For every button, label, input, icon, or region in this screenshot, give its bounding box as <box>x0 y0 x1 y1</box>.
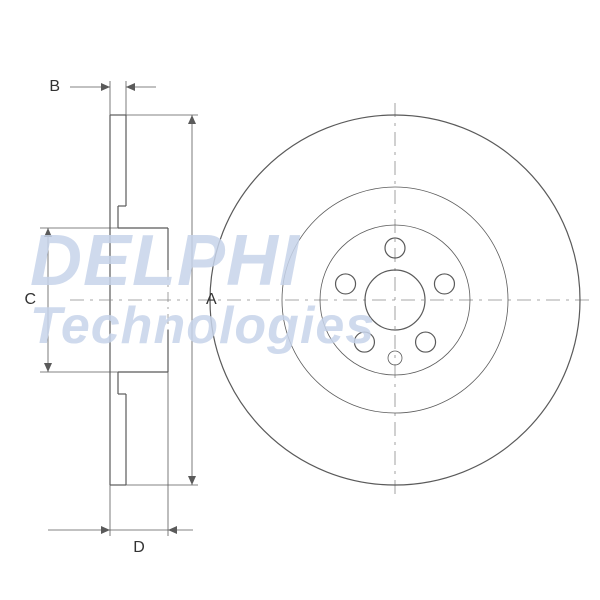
svg-text:D: D <box>133 539 145 556</box>
svg-text:C: C <box>24 291 36 308</box>
technical-drawing-svg: A B C D <box>0 0 600 600</box>
diagram-canvas: DELPHI Technologies ABCD <box>0 0 600 600</box>
svg-text:B: B <box>49 78 60 95</box>
svg-text:A: A <box>206 291 217 308</box>
